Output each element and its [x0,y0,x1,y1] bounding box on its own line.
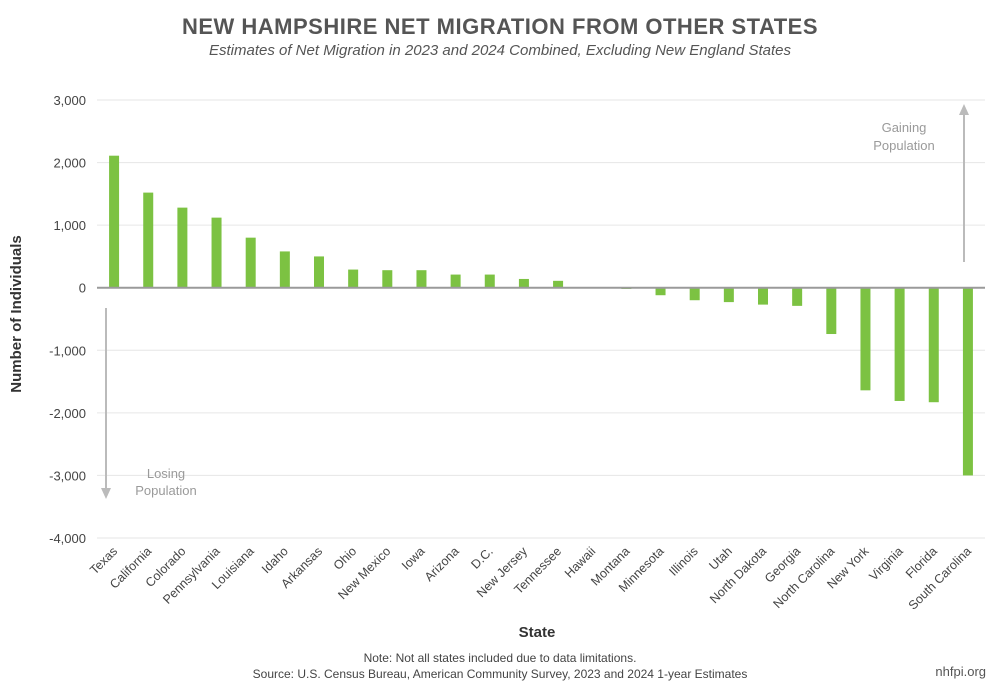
x-tick-label: Ohio [331,544,360,573]
bar [689,287,700,301]
x-tick-label: D.C. [468,544,496,572]
bar [826,287,837,335]
bar [484,274,495,288]
gaining-label: Population [873,138,934,153]
bar [962,287,973,476]
y-tick-label: -4,000 [49,531,86,546]
bar [723,287,734,303]
bar [894,287,905,401]
bar [177,207,188,288]
x-tick-label: Utah [706,544,735,573]
y-axis-title: Number of Individuals [8,235,25,393]
bar [450,274,461,288]
y-tick-label: 3,000 [53,93,86,108]
x-tick-label: South Carolina [906,544,974,612]
bar [279,251,290,288]
y-tick-label: -2,000 [49,406,86,421]
bar [655,287,666,296]
losing-label: Losing [147,466,185,481]
bar [211,217,222,288]
losing-arrowhead [101,488,111,499]
x-tick-label: Arizona [422,544,462,584]
y-tick-label: 2,000 [53,156,86,171]
source-note: Source: U.S. Census Bureau, American Com… [252,667,748,681]
bar [792,287,803,306]
x-tick-label: Illinois [666,544,700,578]
bar [109,155,120,288]
footnote: Note: Not all states included due to dat… [363,651,637,665]
x-tick-label: Virginia [867,544,906,583]
bar [928,287,939,403]
bar [348,269,359,288]
bar [553,280,564,288]
y-tick-label: -3,000 [49,468,86,483]
bar [518,278,529,288]
bar [758,287,768,305]
x-tick-label: Idaho [259,544,291,576]
bar [416,270,427,288]
bar [143,192,154,288]
y-tick-label: -1,000 [49,343,86,358]
gaining-label: Gaining [882,120,927,135]
bar [382,270,393,288]
y-tick-label: 0 [79,281,86,296]
losing-label: Population [135,483,196,498]
x-tick-label: Iowa [399,544,428,573]
y-tick-label: 1,000 [53,218,86,233]
x-axis-title: State [519,624,556,641]
gaining-arrowhead [959,104,969,115]
bar [245,237,256,288]
bar [314,256,324,288]
chart-title: NEW HAMPSHIRE NET MIGRATION FROM OTHER S… [181,14,819,39]
bar [860,287,871,391]
brand-url[interactable]: nhfpi.org [935,664,986,679]
chart-subtitle: Estimates of Net Migration in 2023 and 2… [208,42,791,59]
